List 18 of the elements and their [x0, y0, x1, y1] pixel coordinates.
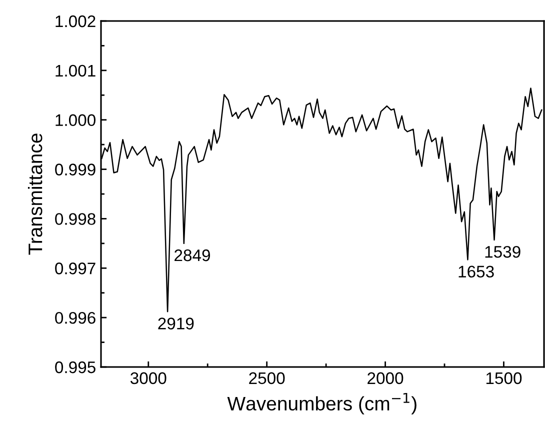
y-tick-label: 1.001: [56, 64, 96, 77]
x-axis-title: Wavenumbers (cm$^{−1}$): [227, 392, 416, 414]
annotation: 1653: [458, 266, 494, 278]
y-tick-label: 0.998: [55, 213, 96, 225]
x-tick-label: 1500: [486, 372, 522, 384]
y-tick-label: 1.002: [56, 15, 96, 28]
y-tick-label: 0.995: [55, 361, 96, 374]
y-tick-label: 0.996: [55, 312, 96, 324]
y-tick-label: 0.997: [55, 262, 96, 274]
y-axis-title: Transmittance: [28, 134, 42, 255]
y-tick-label: 1.000: [56, 114, 96, 126]
annotation: 2919: [158, 318, 194, 330]
annotation: 2849: [174, 249, 210, 262]
annotation: 1539: [485, 246, 520, 258]
x-tick-label: 2500: [249, 372, 285, 384]
x-tick-label: 3000: [130, 372, 166, 384]
x-tick-label: 2000: [368, 372, 404, 384]
y-tick-label: 0.999: [55, 164, 96, 176]
